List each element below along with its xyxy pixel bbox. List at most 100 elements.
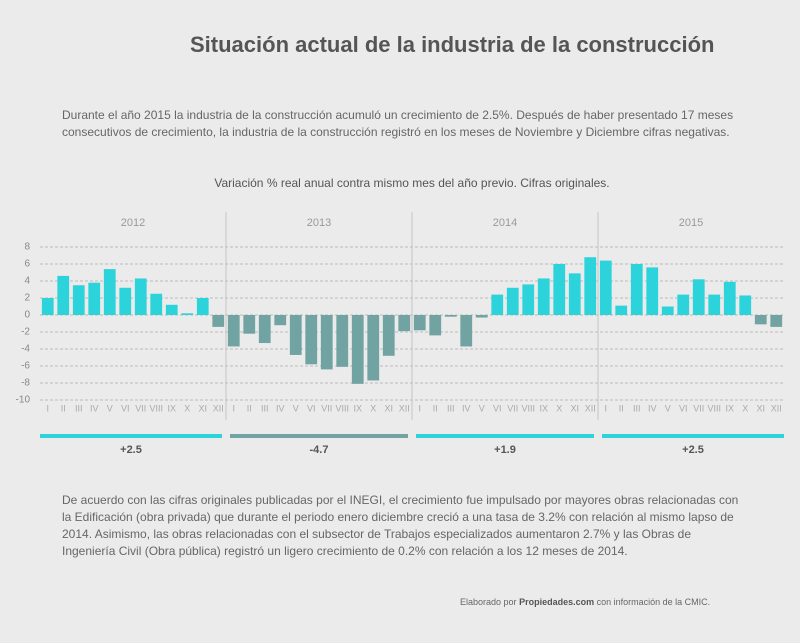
bar <box>398 315 411 332</box>
x-tick-label: I <box>46 403 49 413</box>
bar <box>57 275 70 315</box>
x-tick-label: III <box>75 403 83 413</box>
bar <box>351 315 364 384</box>
x-tick-label: VIII <box>335 403 349 413</box>
bar <box>274 315 287 326</box>
bar <box>460 315 473 347</box>
bar <box>165 304 178 315</box>
bar <box>677 294 690 315</box>
x-tick-label: VI <box>307 403 316 413</box>
chart-title: Variación % real anual contra mismo mes … <box>214 176 609 190</box>
x-tick-label: III <box>447 403 455 413</box>
bar <box>413 315 426 331</box>
x-tick-label: VIII <box>521 403 535 413</box>
bar <box>754 315 767 325</box>
bar <box>568 273 581 315</box>
x-tick-label: VI <box>493 403 502 413</box>
x-tick-label: X <box>370 403 376 413</box>
bar <box>119 287 132 315</box>
x-tick-label: V <box>665 403 671 413</box>
x-tick-label: VI <box>679 403 688 413</box>
y-tick-label: -8 <box>21 378 30 389</box>
y-tick-label: -2 <box>21 327 30 338</box>
y-tick-label: 2 <box>24 293 30 304</box>
bar <box>723 281 736 315</box>
x-tick-label: IV <box>90 403 99 413</box>
bar <box>475 315 488 318</box>
bar <box>630 264 643 315</box>
annual-label: +2.5 <box>120 444 142 456</box>
y-tick-label: 4 <box>24 276 30 287</box>
bar <box>243 315 256 334</box>
annual-label: +2.5 <box>682 444 704 456</box>
y-tick-label: 0 <box>24 310 30 321</box>
x-tick-label: VII <box>135 403 146 413</box>
bar <box>212 315 225 327</box>
x-tick-label: I <box>418 403 421 413</box>
bar <box>553 264 566 315</box>
bar <box>615 305 628 315</box>
x-tick-label: IX <box>353 403 362 413</box>
bar <box>708 294 721 315</box>
bar <box>103 269 116 315</box>
intro: Durante el año 2015 la industria de la c… <box>62 108 734 139</box>
bar <box>444 315 457 317</box>
x-tick-label: XI <box>384 403 393 413</box>
bar <box>305 315 318 365</box>
bar <box>258 315 271 344</box>
x-tick-label: XII <box>213 403 224 413</box>
footer-text: Elaborado por <box>460 597 517 607</box>
bar <box>382 315 395 356</box>
x-tick-label: XII <box>771 403 782 413</box>
x-tick-label: IX <box>725 403 734 413</box>
x-tick-label: XII <box>399 403 410 413</box>
x-tick-label: II <box>433 403 438 413</box>
year-label: 2014 <box>493 217 517 229</box>
bar <box>739 295 752 315</box>
bar <box>522 284 535 315</box>
x-tick-label: XI <box>198 403 207 413</box>
x-tick-label: VII <box>321 403 332 413</box>
x-tick-label: IX <box>167 403 176 413</box>
x-tick-label: IV <box>462 403 471 413</box>
x-tick-label: IV <box>648 403 657 413</box>
bar <box>41 298 54 315</box>
x-tick-label: VII <box>507 403 518 413</box>
x-tick-label: XI <box>756 403 765 413</box>
footer: Elaborado por Propiedades.com con inform… <box>460 597 710 607</box>
bar <box>429 315 442 336</box>
bar <box>196 298 209 315</box>
x-tick-label: X <box>184 403 190 413</box>
x-tick-label: XI <box>570 403 579 413</box>
x-tick-label: VIII <box>707 403 721 413</box>
bar <box>336 315 349 367</box>
y-tick-label: -6 <box>21 361 30 372</box>
bar <box>770 315 783 327</box>
bar <box>661 306 674 315</box>
x-tick-label: V <box>293 403 299 413</box>
bar <box>227 315 240 347</box>
x-tick-label: I <box>604 403 607 413</box>
bar <box>181 313 194 315</box>
y-tick-label: 6 <box>24 259 30 270</box>
footer-text: con información de la CMIC. <box>596 597 711 607</box>
bar <box>692 279 705 315</box>
y-tick-label: -10 <box>16 395 31 406</box>
x-tick-label: III <box>633 403 641 413</box>
year-label: 2015 <box>679 217 703 229</box>
bar <box>88 282 101 315</box>
x-tick-label: I <box>232 403 235 413</box>
year-label: 2013 <box>307 217 331 229</box>
annual-label: -4.7 <box>310 444 329 456</box>
x-tick-label: X <box>742 403 748 413</box>
annual-label: +1.9 <box>494 444 516 456</box>
bar <box>537 278 550 315</box>
x-tick-label: VI <box>121 403 130 413</box>
x-tick-label: V <box>107 403 113 413</box>
x-tick-label: III <box>261 403 269 413</box>
bar <box>150 293 163 315</box>
x-tick-label: II <box>61 403 66 413</box>
x-tick-label: VII <box>693 403 704 413</box>
x-tick-label: XII <box>585 403 596 413</box>
